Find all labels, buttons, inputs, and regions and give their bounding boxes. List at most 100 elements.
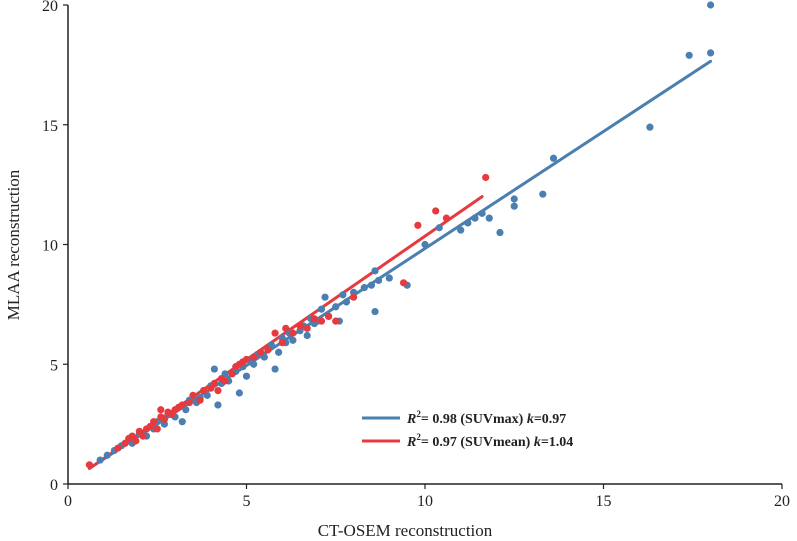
data-point-suvmean xyxy=(257,348,265,356)
legend-r-suvmean: R xyxy=(406,435,416,450)
x-axis-title: CT-OSEM reconstruction xyxy=(318,521,493,540)
data-point-suvmean xyxy=(214,386,222,395)
data-point-suvmean xyxy=(296,322,304,330)
data-point-suvmax xyxy=(360,284,368,292)
data-point-suvmax xyxy=(317,305,326,313)
data-point-suvmax xyxy=(457,226,465,234)
x-tick-label: 15 xyxy=(596,493,612,510)
legend-k-value-suvmean: =1.04 xyxy=(541,435,573,450)
y-tick-label: 20 xyxy=(42,0,58,15)
data-point-suvmax xyxy=(339,291,347,299)
data-point-suvmean xyxy=(210,379,218,388)
data-point-suvmean xyxy=(157,406,165,414)
data-point-suvmax xyxy=(549,154,558,162)
data-point-suvmax xyxy=(510,195,518,203)
data-point-suvmax xyxy=(367,281,376,289)
data-points xyxy=(85,1,715,469)
data-point-suvmax xyxy=(371,267,379,275)
data-point-suvmax xyxy=(214,401,222,409)
data-point-suvmean xyxy=(310,315,318,323)
data-point-suvmax xyxy=(289,336,297,344)
data-point-suvmean xyxy=(178,401,186,409)
data-point-suvmax xyxy=(342,298,351,306)
data-point-suvmean xyxy=(442,214,451,222)
data-point-suvmean xyxy=(350,293,358,301)
data-point-suvmean xyxy=(150,418,158,426)
data-point-suvmean xyxy=(228,370,236,378)
data-point-suvmean xyxy=(189,391,197,399)
data-point-suvmax xyxy=(321,293,329,301)
data-point-suvmax xyxy=(685,51,693,59)
legend-k-value-suvmax: =0.97 xyxy=(534,412,566,427)
data-point-suvmean xyxy=(200,386,208,395)
data-point-suvmean xyxy=(303,324,311,332)
data-point-suvmean xyxy=(271,329,279,337)
data-point-suvmean xyxy=(153,425,161,433)
data-point-suvmax xyxy=(271,365,279,373)
data-point-suvmax xyxy=(464,219,472,227)
y-tick-label: 15 xyxy=(42,118,58,135)
legend-text-suvmean: = 0.97 (SUVmean) xyxy=(421,435,534,450)
data-point-suvmean xyxy=(185,398,193,407)
data-point-suvmax xyxy=(485,214,493,222)
x-tick-label: 5 xyxy=(243,493,251,510)
data-point-suvmean xyxy=(132,437,140,445)
data-point-suvmax xyxy=(250,360,258,368)
x-tick-label: 0 xyxy=(64,493,72,510)
legend-label-suvmean: R2= 0.97 (SUVmean) k=1.04 xyxy=(406,432,573,450)
data-point-suvmean xyxy=(196,396,204,404)
data-point-suvmax xyxy=(374,276,383,285)
data-point-suvmean xyxy=(332,317,340,325)
series-suvmax xyxy=(96,1,715,464)
data-point-suvmean xyxy=(160,415,168,423)
legend-k-suvmean: k xyxy=(534,435,541,450)
data-point-suvmax xyxy=(539,190,547,198)
legend-r-exponent-suvmean: 2 xyxy=(416,432,421,442)
data-point-suvmax xyxy=(510,202,518,210)
data-point-suvmean xyxy=(139,432,147,440)
data-point-suvmax xyxy=(178,418,186,426)
legend-r-exponent-suvmax: 2 xyxy=(416,409,421,419)
data-point-suvmax xyxy=(275,348,283,356)
data-point-suvmax xyxy=(303,331,311,340)
legend-text-suvmax: = 0.98 (SUVmax) xyxy=(421,412,527,427)
data-point-suvmean xyxy=(85,461,94,469)
data-point-suvmean xyxy=(282,324,290,332)
y-tick-label: 10 xyxy=(42,238,58,255)
data-point-suvmean xyxy=(114,444,122,452)
data-point-suvmax xyxy=(707,1,715,9)
data-point-suvmax xyxy=(496,228,504,237)
data-point-suvmax xyxy=(385,274,393,282)
y-tick-label: 0 xyxy=(50,477,58,494)
x-tick-label: 10 xyxy=(417,493,433,510)
data-point-suvmax xyxy=(103,451,111,459)
y-axis-title: MLAA reconstruction xyxy=(4,169,23,320)
data-point-suvmax xyxy=(210,365,218,373)
data-point-suvmax xyxy=(332,303,340,311)
data-point-suvmean xyxy=(264,346,272,354)
legend: R2= 0.98 (SUVmax) k=0.97 R2= 0.97 (SUVme… xyxy=(362,409,573,450)
data-point-suvmax xyxy=(96,456,104,464)
data-point-suvmean xyxy=(399,279,408,287)
legend-r-suvmax: R xyxy=(406,412,416,427)
data-point-suvmax xyxy=(371,307,379,316)
data-point-suvmax xyxy=(707,49,715,57)
y-tick-label: 5 xyxy=(50,357,58,374)
data-point-suvmean xyxy=(221,377,229,385)
ticks: 0 5 10 15 20 0 5 10 15 20 xyxy=(42,0,790,510)
data-point-suvmax xyxy=(235,389,243,397)
data-point-suvmax xyxy=(471,214,479,222)
data-point-suvmean xyxy=(325,312,333,320)
data-point-suvmean xyxy=(289,329,297,337)
data-point-suvmax xyxy=(478,209,486,217)
series-suvmean xyxy=(85,173,490,469)
data-point-suvmean xyxy=(432,207,440,215)
legend-k-suvmax: k xyxy=(527,412,534,427)
data-point-suvmax xyxy=(435,224,443,232)
data-point-suvmax xyxy=(646,123,654,131)
data-point-suvmean xyxy=(482,173,490,182)
data-point-suvmean xyxy=(414,221,422,229)
data-point-suvmean xyxy=(250,353,258,361)
data-point-suvmean xyxy=(242,355,251,364)
